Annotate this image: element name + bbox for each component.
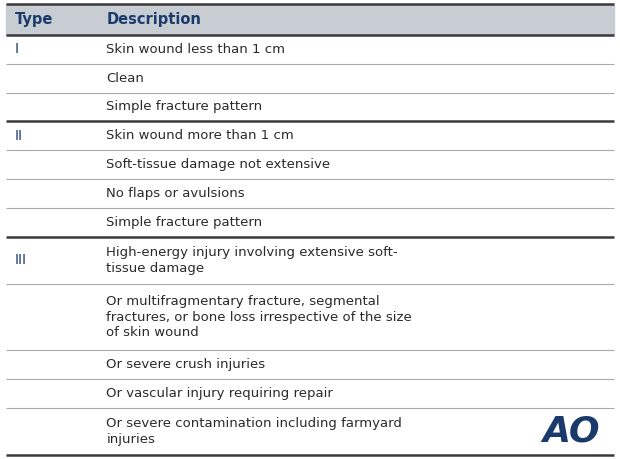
- Bar: [6, 284, 614, 350]
- Text: AO: AO: [542, 414, 600, 448]
- Bar: [6, 379, 614, 408]
- Bar: [6, 4, 614, 35]
- Bar: [6, 208, 614, 237]
- Text: Skin wound less than 1 cm: Skin wound less than 1 cm: [106, 43, 285, 56]
- Bar: [6, 179, 614, 208]
- Text: I: I: [15, 42, 19, 56]
- Text: Description: Description: [106, 12, 202, 27]
- Bar: [6, 408, 614, 455]
- Text: III: III: [15, 253, 27, 268]
- Text: Soft-tissue damage not extensive: Soft-tissue damage not extensive: [106, 158, 330, 171]
- Bar: [6, 150, 614, 179]
- Bar: [6, 35, 614, 64]
- Text: Clean: Clean: [106, 72, 144, 84]
- Text: II: II: [15, 129, 23, 143]
- Text: Or severe crush injuries: Or severe crush injuries: [106, 358, 265, 371]
- Text: No flaps or avulsions: No flaps or avulsions: [106, 187, 245, 200]
- Text: Skin wound more than 1 cm: Skin wound more than 1 cm: [106, 129, 294, 142]
- Bar: [6, 350, 614, 379]
- Text: Simple fracture pattern: Simple fracture pattern: [106, 101, 262, 113]
- Bar: [6, 237, 614, 284]
- Text: Or vascular injury requiring repair: Or vascular injury requiring repair: [106, 387, 333, 400]
- Bar: [6, 121, 614, 150]
- Text: High-energy injury involving extensive soft-
tissue damage: High-energy injury involving extensive s…: [106, 246, 398, 274]
- Text: Type: Type: [15, 12, 53, 27]
- Bar: [6, 64, 614, 93]
- Text: Or multifragmentary fracture, segmental
fractures, or bone loss irrespective of : Or multifragmentary fracture, segmental …: [106, 295, 412, 339]
- Bar: [6, 93, 614, 121]
- Text: Simple fracture pattern: Simple fracture pattern: [106, 216, 262, 229]
- Text: Or severe contamination including farmyard
injuries: Or severe contamination including farmya…: [106, 417, 402, 446]
